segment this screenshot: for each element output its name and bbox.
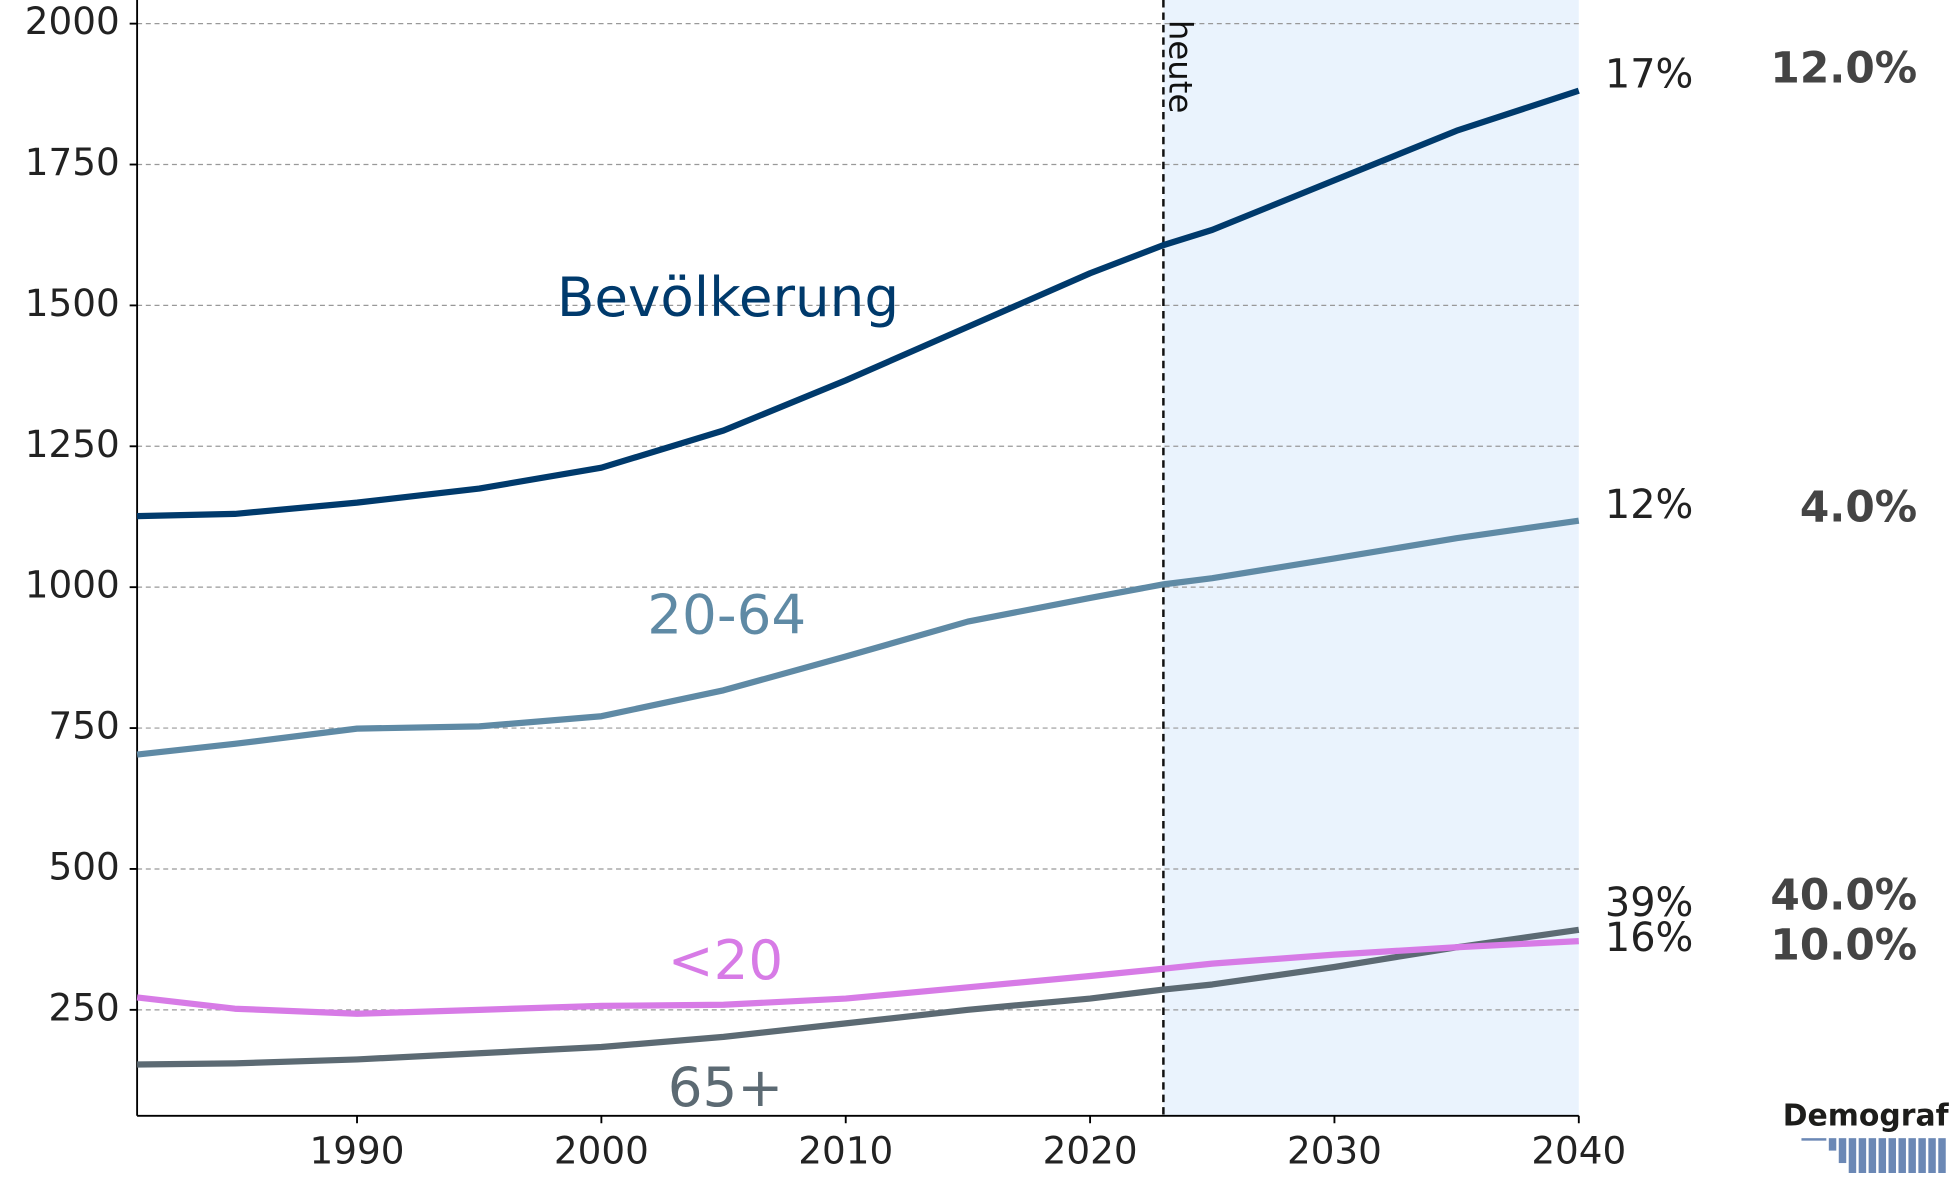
logo-bar [1888, 1138, 1896, 1173]
y-tick-label: 250 [48, 985, 119, 1029]
logo-bar [1858, 1138, 1867, 1173]
x-tick-label: 2040 [1531, 1129, 1626, 1173]
series-line [136, 517, 1580, 758]
x-tick-label: 2030 [1287, 1129, 1382, 1173]
series-line [137, 87, 1580, 520]
end-label-bold: 40.0% [1770, 871, 1917, 920]
series-line [136, 937, 1579, 1017]
series-label: Bevölkerung [557, 265, 899, 329]
end-label: 16% [1605, 915, 1693, 961]
series-label: 65+ [668, 1055, 783, 1119]
y-tick-label: 750 [48, 704, 119, 748]
logo-bar [1868, 1138, 1877, 1173]
series-label: 20-64 [647, 582, 806, 646]
end-label: 39% [1605, 880, 1693, 926]
x-tick-label: 2000 [554, 1129, 649, 1173]
x-tick-label: 2020 [1043, 1129, 1138, 1173]
logo-bar [1918, 1138, 1926, 1173]
y-tick-label: 1000 [25, 563, 120, 607]
y-tick-label: 500 [48, 844, 119, 888]
logo-text: Demograf [1783, 1099, 1950, 1134]
logo-bar [1908, 1138, 1916, 1173]
logo-bar [1848, 1138, 1857, 1173]
x-tick-label: 2010 [798, 1129, 893, 1173]
logo-bar [1878, 1138, 1887, 1173]
y-tick-label: 1750 [25, 140, 120, 184]
logo-bar [1838, 1138, 1847, 1164]
series-line [137, 926, 1580, 1068]
logo-bar [1928, 1138, 1936, 1173]
end-label-bold: 4.0% [1800, 483, 1917, 532]
y-tick-label: 1500 [25, 281, 120, 325]
end-label: 12% [1605, 482, 1693, 528]
series-label: <20 [668, 928, 783, 992]
today-label: heute [1161, 20, 1199, 113]
end-label-bold: 12.0% [1770, 43, 1917, 92]
forecast-area [1163, 0, 1579, 1116]
logo-bar [1938, 1138, 1946, 1173]
x-tick-label: 1990 [310, 1129, 405, 1173]
logo: Demograf [1783, 1099, 1950, 1173]
end-label-bold: 10.0% [1770, 920, 1917, 969]
logo-bar [1801, 1138, 1827, 1141]
y-tick-label: 1250 [25, 422, 120, 466]
end-label: 17% [1605, 52, 1693, 98]
logo-bar [1898, 1138, 1906, 1173]
y-tick-label: 2000 [25, 0, 120, 43]
logo-bar [1828, 1138, 1837, 1151]
